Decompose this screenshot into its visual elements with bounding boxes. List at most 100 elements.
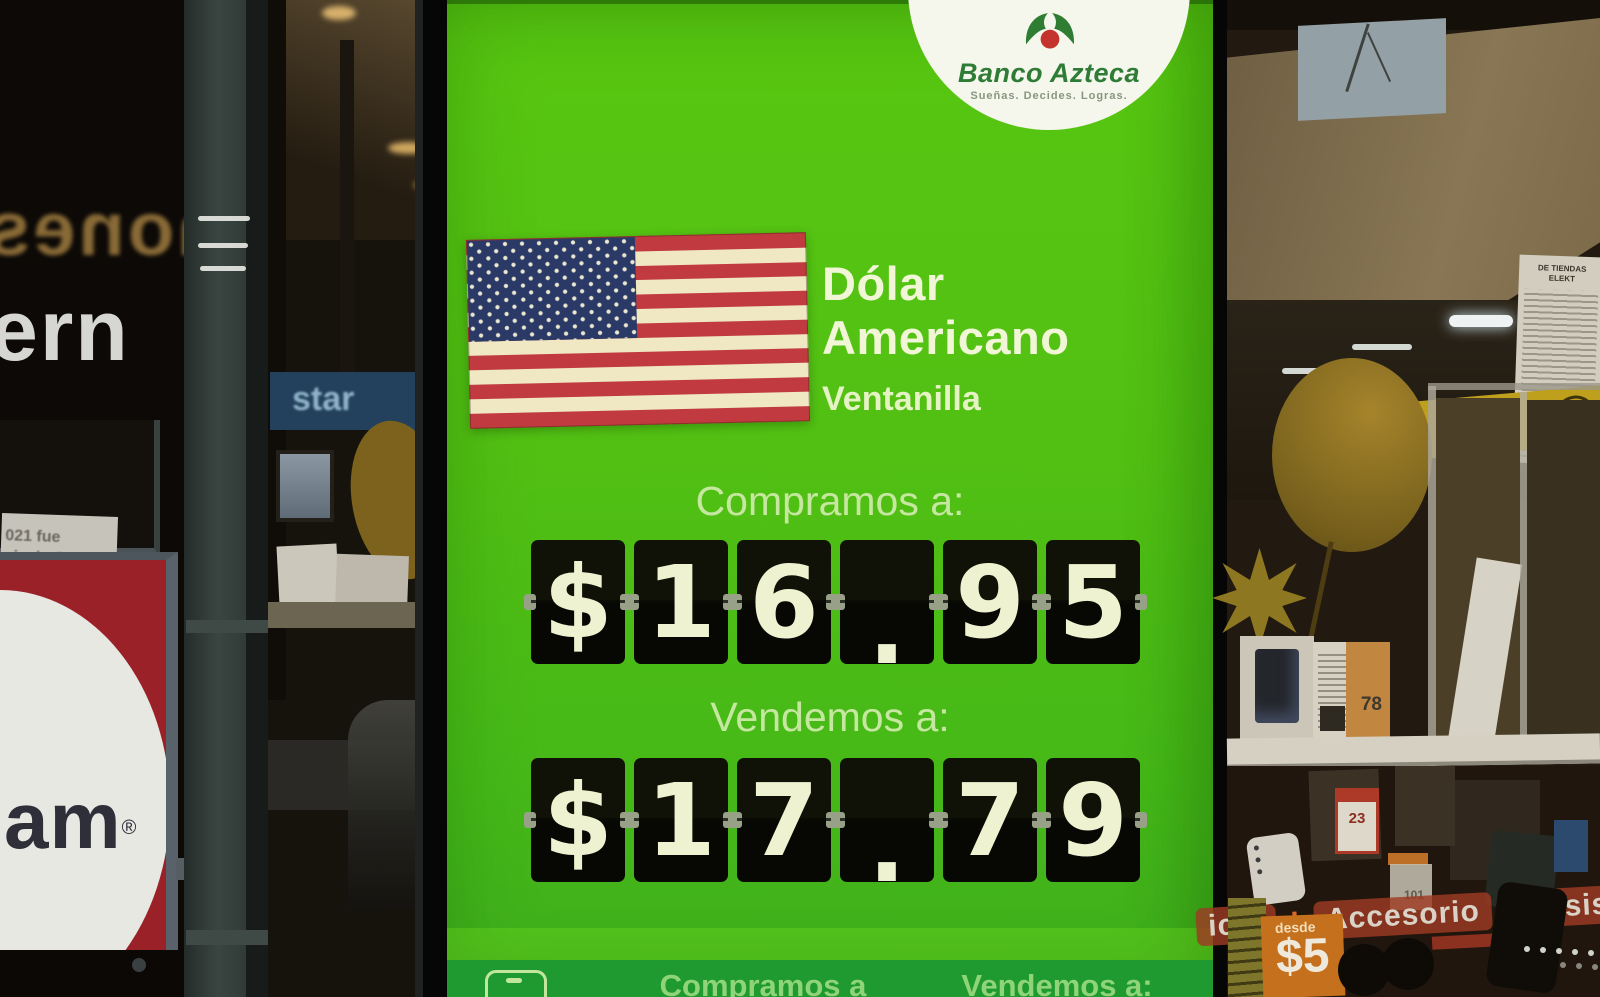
mirrored-sign-text: Colchones [0,187,186,272]
sign-footer-highlight [447,928,1213,960]
door-frame [340,40,354,380]
flap-card: . [833,540,934,687]
dot [1560,962,1566,968]
flap-card: 1 [627,540,728,664]
dot [1576,963,1582,969]
camera-dot [1255,857,1261,863]
sign-top-shadow [447,0,1213,4]
footer-sell-label: Vendemos a: [961,968,1153,997]
post-crossbar [186,930,268,945]
notice-heading: DE TIENDAS ELEKT [1537,263,1587,284]
phone-icon-notch [506,978,522,983]
headphone-cup [1382,938,1434,990]
ceiling-light-streak [1282,368,1330,374]
accessory-silhouette [1485,880,1569,995]
flap-digit: 5 [1058,543,1128,661]
phone-retail-box [1240,636,1314,740]
fluorescent-tube [1449,315,1513,327]
light-reflection [198,216,250,221]
flap-card: . [833,758,934,905]
phone-icon [485,970,547,997]
flap-digit: 9 [955,543,1025,661]
bolt [132,958,146,972]
floor-shadow [0,950,190,997]
price-card-header [1338,791,1376,802]
banner-fragment: star [292,380,355,418]
display-phone-white [1245,831,1307,907]
branch-reflection [1366,32,1392,83]
flap-card: $ [524,540,625,664]
light-reflection [198,243,248,248]
brand-disc [0,590,166,952]
window-word: ern [0,283,130,379]
currency-subtitle: Ventanilla [822,380,981,418]
qr-code [1320,706,1345,731]
light-reflection [200,266,246,271]
booth-frame [1520,392,1527,764]
price-card: 23 [1335,788,1379,854]
dot [1556,948,1562,954]
flap-digit: 9 [1058,761,1128,879]
mirrored-sign-reflection: Colchones [0,186,186,286]
registered-mark: ® [121,817,138,839]
banco-azteca-bird-icon [1025,13,1075,49]
dot [1572,949,1578,955]
dot [1588,950,1594,956]
sign-footer-band [447,960,1213,997]
phone-image [1255,649,1299,723]
sign-bezel-left [423,0,447,997]
display-card [1395,766,1455,846]
camera-dot [1256,868,1263,875]
flap-digit: 1 [646,761,716,879]
price-tag-value: 23 [1348,810,1366,827]
brand-fragment: am® [4,776,138,865]
headphone-cup [1338,944,1390,996]
price-card-accent [1346,642,1390,744]
flap-digit: . [868,569,906,687]
blue-info-card [1554,820,1588,872]
booth-frame [1428,386,1436,792]
flap-card: 9 [936,540,1037,664]
sell-rate-label: Vendemos a: [710,694,950,740]
price-card-accent [1388,853,1428,865]
sell-rate-flapboard: $ 1 7 . 7 9 [524,758,1140,905]
sign-frame-edge [415,0,423,997]
currency-title-line2: Americano [822,311,1070,364]
flap-digit: 7 [749,761,819,879]
flap-digit: . [868,787,906,905]
flap-digit: 6 [749,543,819,661]
flap-card: 9 [1039,758,1140,882]
flap-card: 6 [730,540,831,664]
footer-buy-label: Compramos a [659,968,867,997]
bank-brand-name: Banco Azteca [957,58,1141,88]
booth-frame [1428,383,1600,390]
flap-digit: $ [543,543,613,661]
camera-dot [1253,845,1260,851]
flag-canton-stars [466,237,638,342]
dot [1524,946,1530,952]
dot [1540,947,1546,953]
ceiling-light [322,6,356,20]
flap-card: $ [524,758,625,882]
counter-papers [276,543,340,607]
flap-digit: 7 [955,761,1025,879]
bank-tagline: Sueñas. Decides. Logras. [970,90,1128,102]
price-tag-value: 78 [1360,694,1382,715]
flap-digit: 1 [646,543,716,661]
booth-interior-right [1527,400,1600,740]
scribble-price-card [1228,898,1266,997]
branch-reflection [1345,23,1370,93]
dot [1592,964,1598,970]
buy-rate-label: Compramos a: [695,478,965,524]
currency-title-line1: Dólar [822,257,945,310]
ceiling-light-streak [1352,344,1412,350]
flap-card: 5 [1039,540,1140,664]
flap-digit: $ [543,761,613,879]
us-flag-icon [465,232,811,429]
post-crossbar [186,620,268,633]
sky-reflection [1298,18,1446,121]
headphones-silhouette [1330,930,1434,997]
buy-rate-flapboard: $ 1 6 . 9 5 [524,540,1140,687]
display-shelf [1226,733,1600,769]
flap-card: 7 [936,758,1037,882]
